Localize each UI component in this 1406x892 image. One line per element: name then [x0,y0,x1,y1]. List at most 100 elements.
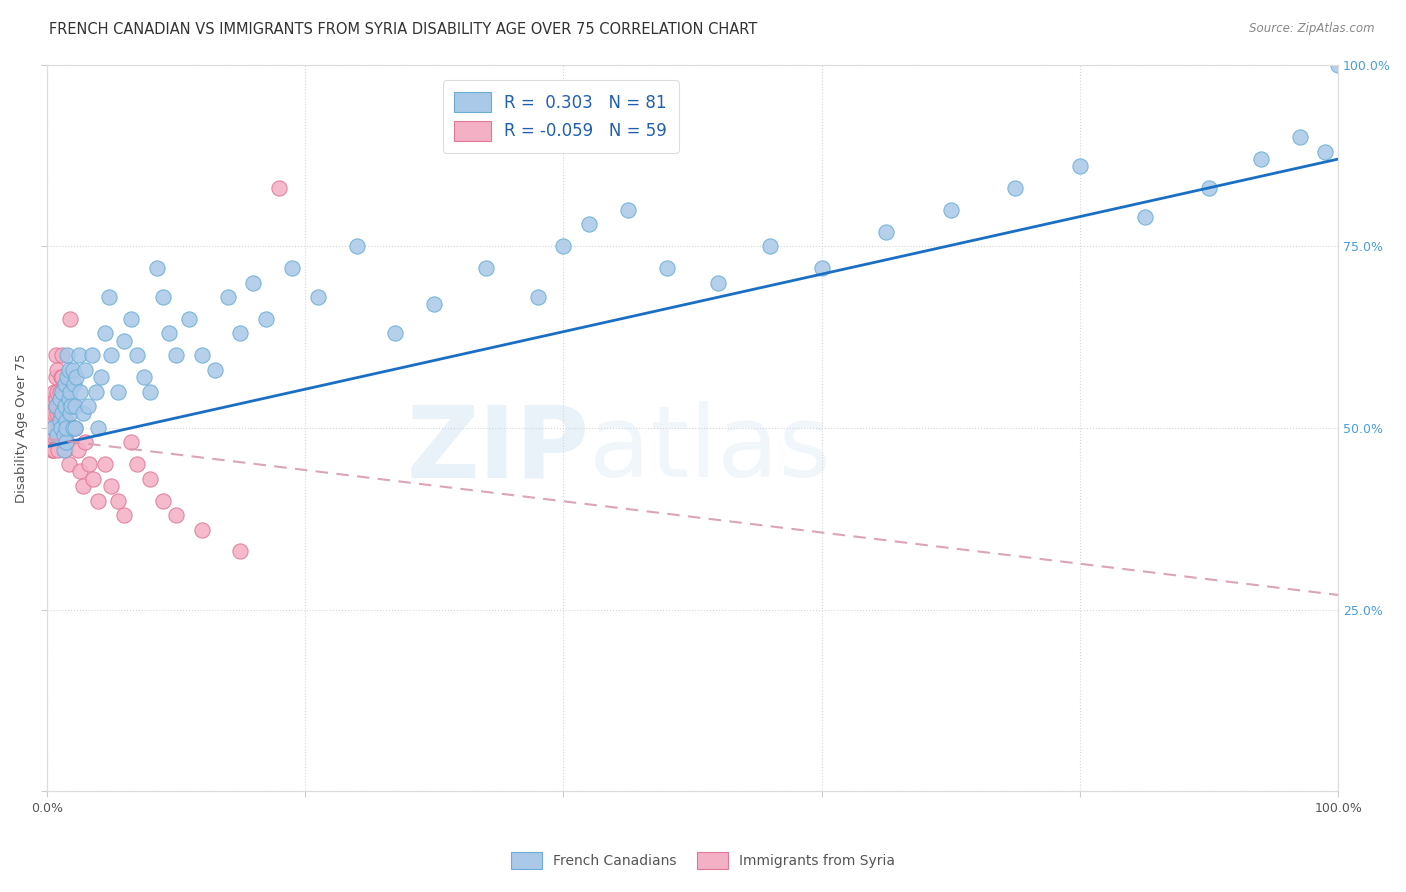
Point [307,290,329,304]
Point [52,399,75,413]
Point [132,370,155,384]
Point [90,370,112,384]
Point [655,260,678,275]
Point [51,370,73,384]
Point [58,363,80,377]
Point [87,421,110,435]
Point [48,399,70,413]
Point [72,406,94,420]
Point [229,544,252,558]
Point [42,442,65,457]
Point [55,414,77,428]
Point [165,508,187,522]
Point [48,384,70,399]
Point [578,218,600,232]
Point [1250,152,1272,166]
Point [58,392,80,406]
Point [48,406,70,420]
Point [41,428,63,442]
Point [51,384,73,399]
Point [69,384,91,399]
Text: FRENCH CANADIAN VS IMMIGRANTS FROM SYRIA DISABILITY AGE OVER 75 CORRELATION CHAR: FRENCH CANADIAN VS IMMIGRANTS FROM SYRIA… [49,22,758,37]
Point [55,421,77,435]
Point [49,392,72,406]
Point [63,421,86,435]
Point [42,414,65,428]
Point [59,312,82,326]
Text: atlas: atlas [589,401,831,498]
Point [1315,145,1337,159]
Point [63,377,86,392]
Point [48,421,70,435]
Point [526,290,548,304]
Point [384,326,406,341]
Point [53,442,76,457]
Point [242,276,264,290]
Point [62,399,84,413]
Point [120,312,142,326]
Point [475,260,498,275]
Point [39,421,62,435]
Point [423,297,446,311]
Point [939,202,962,217]
Point [63,399,86,413]
Point [66,442,89,457]
Point [707,276,730,290]
Point [53,377,76,392]
Point [49,370,72,384]
Point [79,457,101,471]
Point [97,290,120,304]
Point [553,239,575,253]
Point [217,290,239,304]
Point [42,392,65,406]
Point [59,384,82,399]
Y-axis label: Disability Age Over 75: Disability Age Over 75 [15,353,28,502]
Point [52,428,75,442]
Point [60,399,83,413]
Point [100,348,122,362]
Point [51,406,73,420]
Point [38,421,60,435]
Point [810,260,832,275]
Point [63,421,86,435]
Point [145,260,167,275]
Point [44,406,66,420]
Point [56,348,79,362]
Point [120,435,142,450]
Point [1327,57,1350,71]
Point [72,479,94,493]
Point [56,370,79,384]
Text: ZIP: ZIP [406,401,589,498]
Point [1288,130,1310,145]
Point [44,384,66,399]
Point [84,384,107,399]
Point [152,290,174,304]
Point [48,414,70,428]
Legend: R =  0.303   N = 81, R = -0.059   N = 59: R = 0.303 N = 81, R = -0.059 N = 59 [443,80,679,153]
Point [107,384,129,399]
Point [254,312,277,326]
Point [45,348,67,362]
Point [87,493,110,508]
Point [177,312,200,326]
Point [281,260,304,275]
Point [45,399,67,413]
Point [346,239,368,253]
Point [56,435,79,450]
Point [58,457,80,471]
Point [44,442,66,457]
Point [77,399,100,413]
Point [41,406,63,420]
Point [42,428,65,442]
Point [75,363,97,377]
Point [1133,210,1156,224]
Point [44,421,66,435]
Point [55,435,77,450]
Point [41,442,63,457]
Point [48,392,70,406]
Legend: French Canadians, Immigrants from Syria: French Canadians, Immigrants from Syria [506,847,900,874]
Point [875,225,897,239]
Point [94,326,117,341]
Point [52,442,75,457]
Point [229,326,252,341]
